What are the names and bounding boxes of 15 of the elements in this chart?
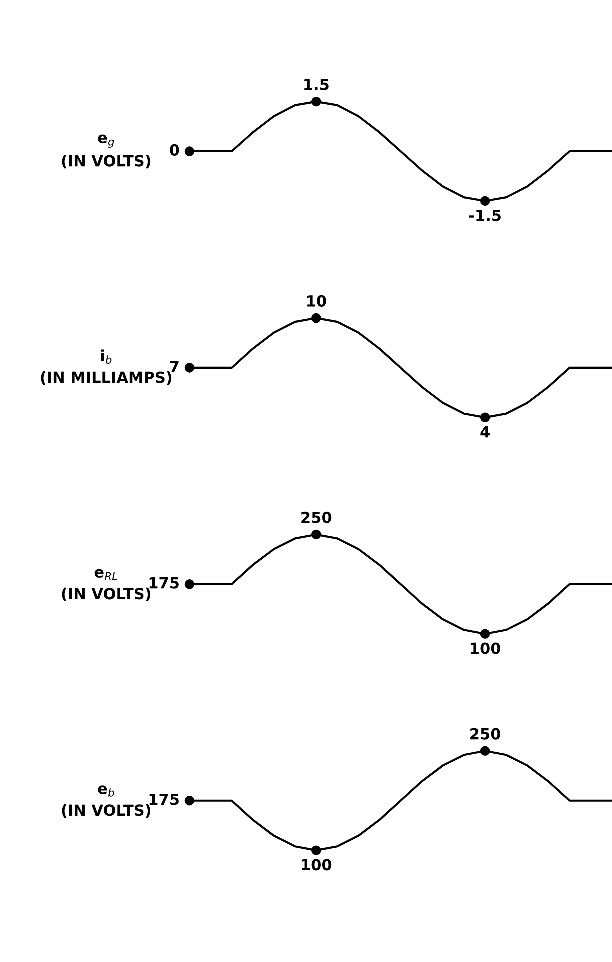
y-axis-title: e$_{g}$ (IN VOLTS): [62, 134, 151, 169]
data-label: 100: [302, 859, 332, 871]
data-label: 7: [170, 361, 179, 372]
data-label: 0: [170, 144, 180, 156]
data-label: 10: [308, 295, 326, 307]
y-axis-title: e$_{b}$ (IN VOLTS): [62, 786, 151, 818]
data-label: -1.5: [469, 210, 501, 222]
data-label: 100: [471, 642, 501, 654]
data-label: 1.5: [304, 79, 329, 91]
y-axis-title: e$_{RL}$ (IN VOLTS): [62, 569, 151, 602]
data-label: 250: [470, 728, 501, 740]
data-label: 175: [150, 794, 179, 806]
data-label: 250: [302, 512, 332, 524]
data-label: 4: [480, 426, 490, 438]
data-label: 175: [150, 577, 179, 589]
